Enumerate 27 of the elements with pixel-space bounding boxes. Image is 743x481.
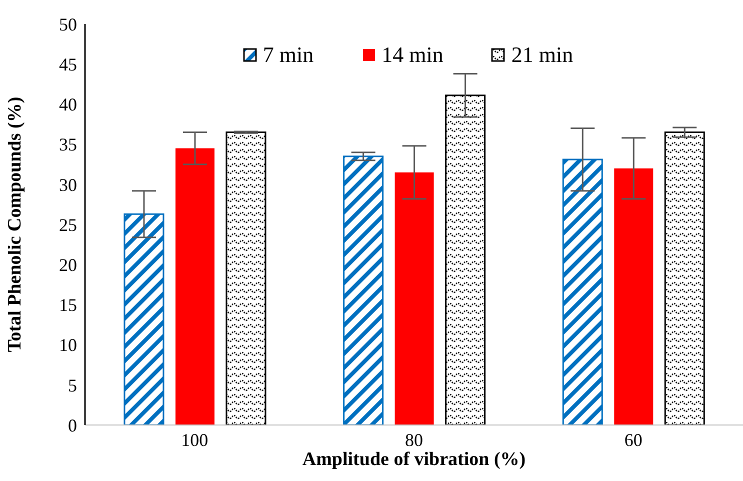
y-tick-label: 25 — [59, 214, 77, 235]
y-tick-label: 20 — [59, 254, 77, 275]
y-tick-label: 50 — [59, 14, 77, 34]
x-tick-label: 100 — [181, 430, 208, 450]
y-tick-label: 0 — [68, 415, 77, 436]
x-axis-title: Amplitude of vibration (%) — [302, 449, 526, 470]
bar — [664, 132, 705, 425]
bar — [226, 132, 266, 425]
x-tick-label: 60 — [624, 430, 642, 450]
x-tick-label: 80 — [405, 430, 423, 450]
bar — [343, 156, 384, 425]
bar — [614, 168, 654, 425]
y-tick-label: 15 — [59, 295, 77, 316]
bar — [394, 172, 434, 425]
y-tick-label: 5 — [68, 375, 77, 396]
bar — [175, 148, 214, 425]
bar — [562, 158, 603, 425]
legend-label: 7 min — [262, 42, 314, 68]
y-tick-label: 35 — [59, 134, 77, 155]
y-tick-label: 10 — [59, 335, 77, 356]
legend-label: 21 min — [511, 42, 574, 68]
y-tick-label: 40 — [59, 94, 77, 115]
legend-label: 14 min — [382, 42, 444, 68]
bar — [445, 94, 486, 425]
y-tick-label: 30 — [59, 174, 77, 195]
y-tick-label: 45 — [59, 54, 77, 74]
bar — [124, 213, 164, 425]
